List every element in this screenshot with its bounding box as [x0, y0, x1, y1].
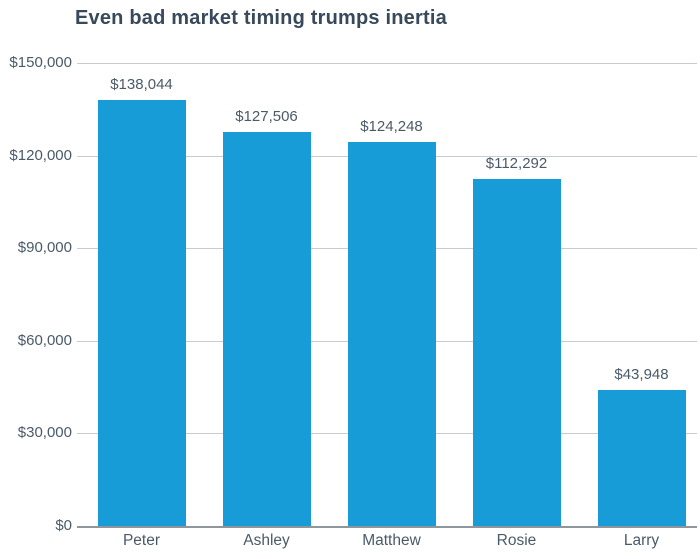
y-axis-tick-label: $90,000 [17, 239, 72, 256]
bar-ashley [223, 132, 311, 526]
y-axis-tick-label: $150,000 [9, 54, 72, 71]
y-axis-tick-label: $120,000 [9, 147, 72, 164]
y-axis-tick-label: $30,000 [17, 424, 72, 441]
chart-title: Even bad market timing trumps inertia [75, 7, 447, 29]
bar-larry [598, 390, 686, 526]
y-axis-tick-label: $0 [55, 517, 72, 534]
x-axis-category-label: Rosie [496, 532, 537, 549]
x-axis-line [77, 526, 697, 528]
gridline [77, 63, 697, 64]
y-axis-tick-label: $60,000 [17, 332, 72, 349]
bar-value-label: $138,044 [110, 76, 173, 93]
bar-value-label: $127,506 [235, 108, 298, 125]
bar-value-label: $124,248 [360, 118, 423, 135]
bar-rosie [473, 179, 561, 526]
bar-value-label: $112,292 [485, 155, 548, 172]
bar-peter [98, 100, 186, 526]
bar-matthew [348, 142, 436, 526]
bar-value-label: $43,948 [614, 366, 669, 383]
x-axis-category-label: Matthew [362, 532, 421, 549]
x-axis-category-label: Larry [623, 532, 660, 549]
x-axis-category-label: Peter [122, 532, 161, 549]
x-axis-category-label: Ashley [243, 532, 290, 549]
